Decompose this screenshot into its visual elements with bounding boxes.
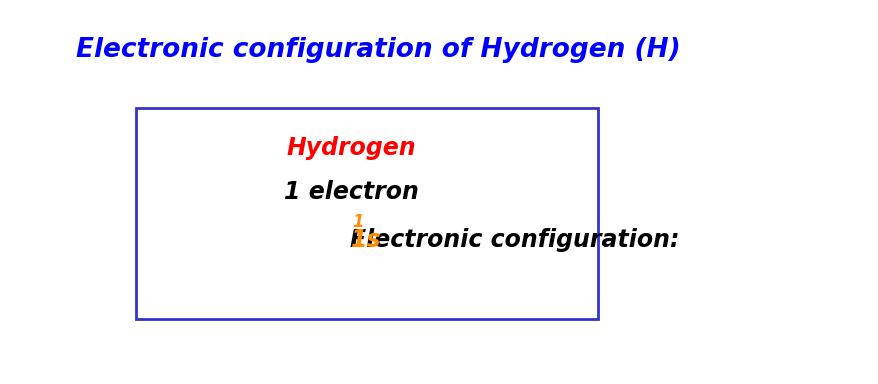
Text: 1s: 1s <box>350 228 381 252</box>
Text: Electronic configuration of Hydrogen (H): Electronic configuration of Hydrogen (H) <box>76 37 680 63</box>
FancyBboxPatch shape <box>136 108 597 319</box>
Text: Hydrogen: Hydrogen <box>286 136 416 160</box>
Text: 1: 1 <box>352 213 363 230</box>
Text: Electronic configuration:: Electronic configuration: <box>349 228 687 252</box>
Text: 1 electron: 1 electron <box>284 180 419 204</box>
